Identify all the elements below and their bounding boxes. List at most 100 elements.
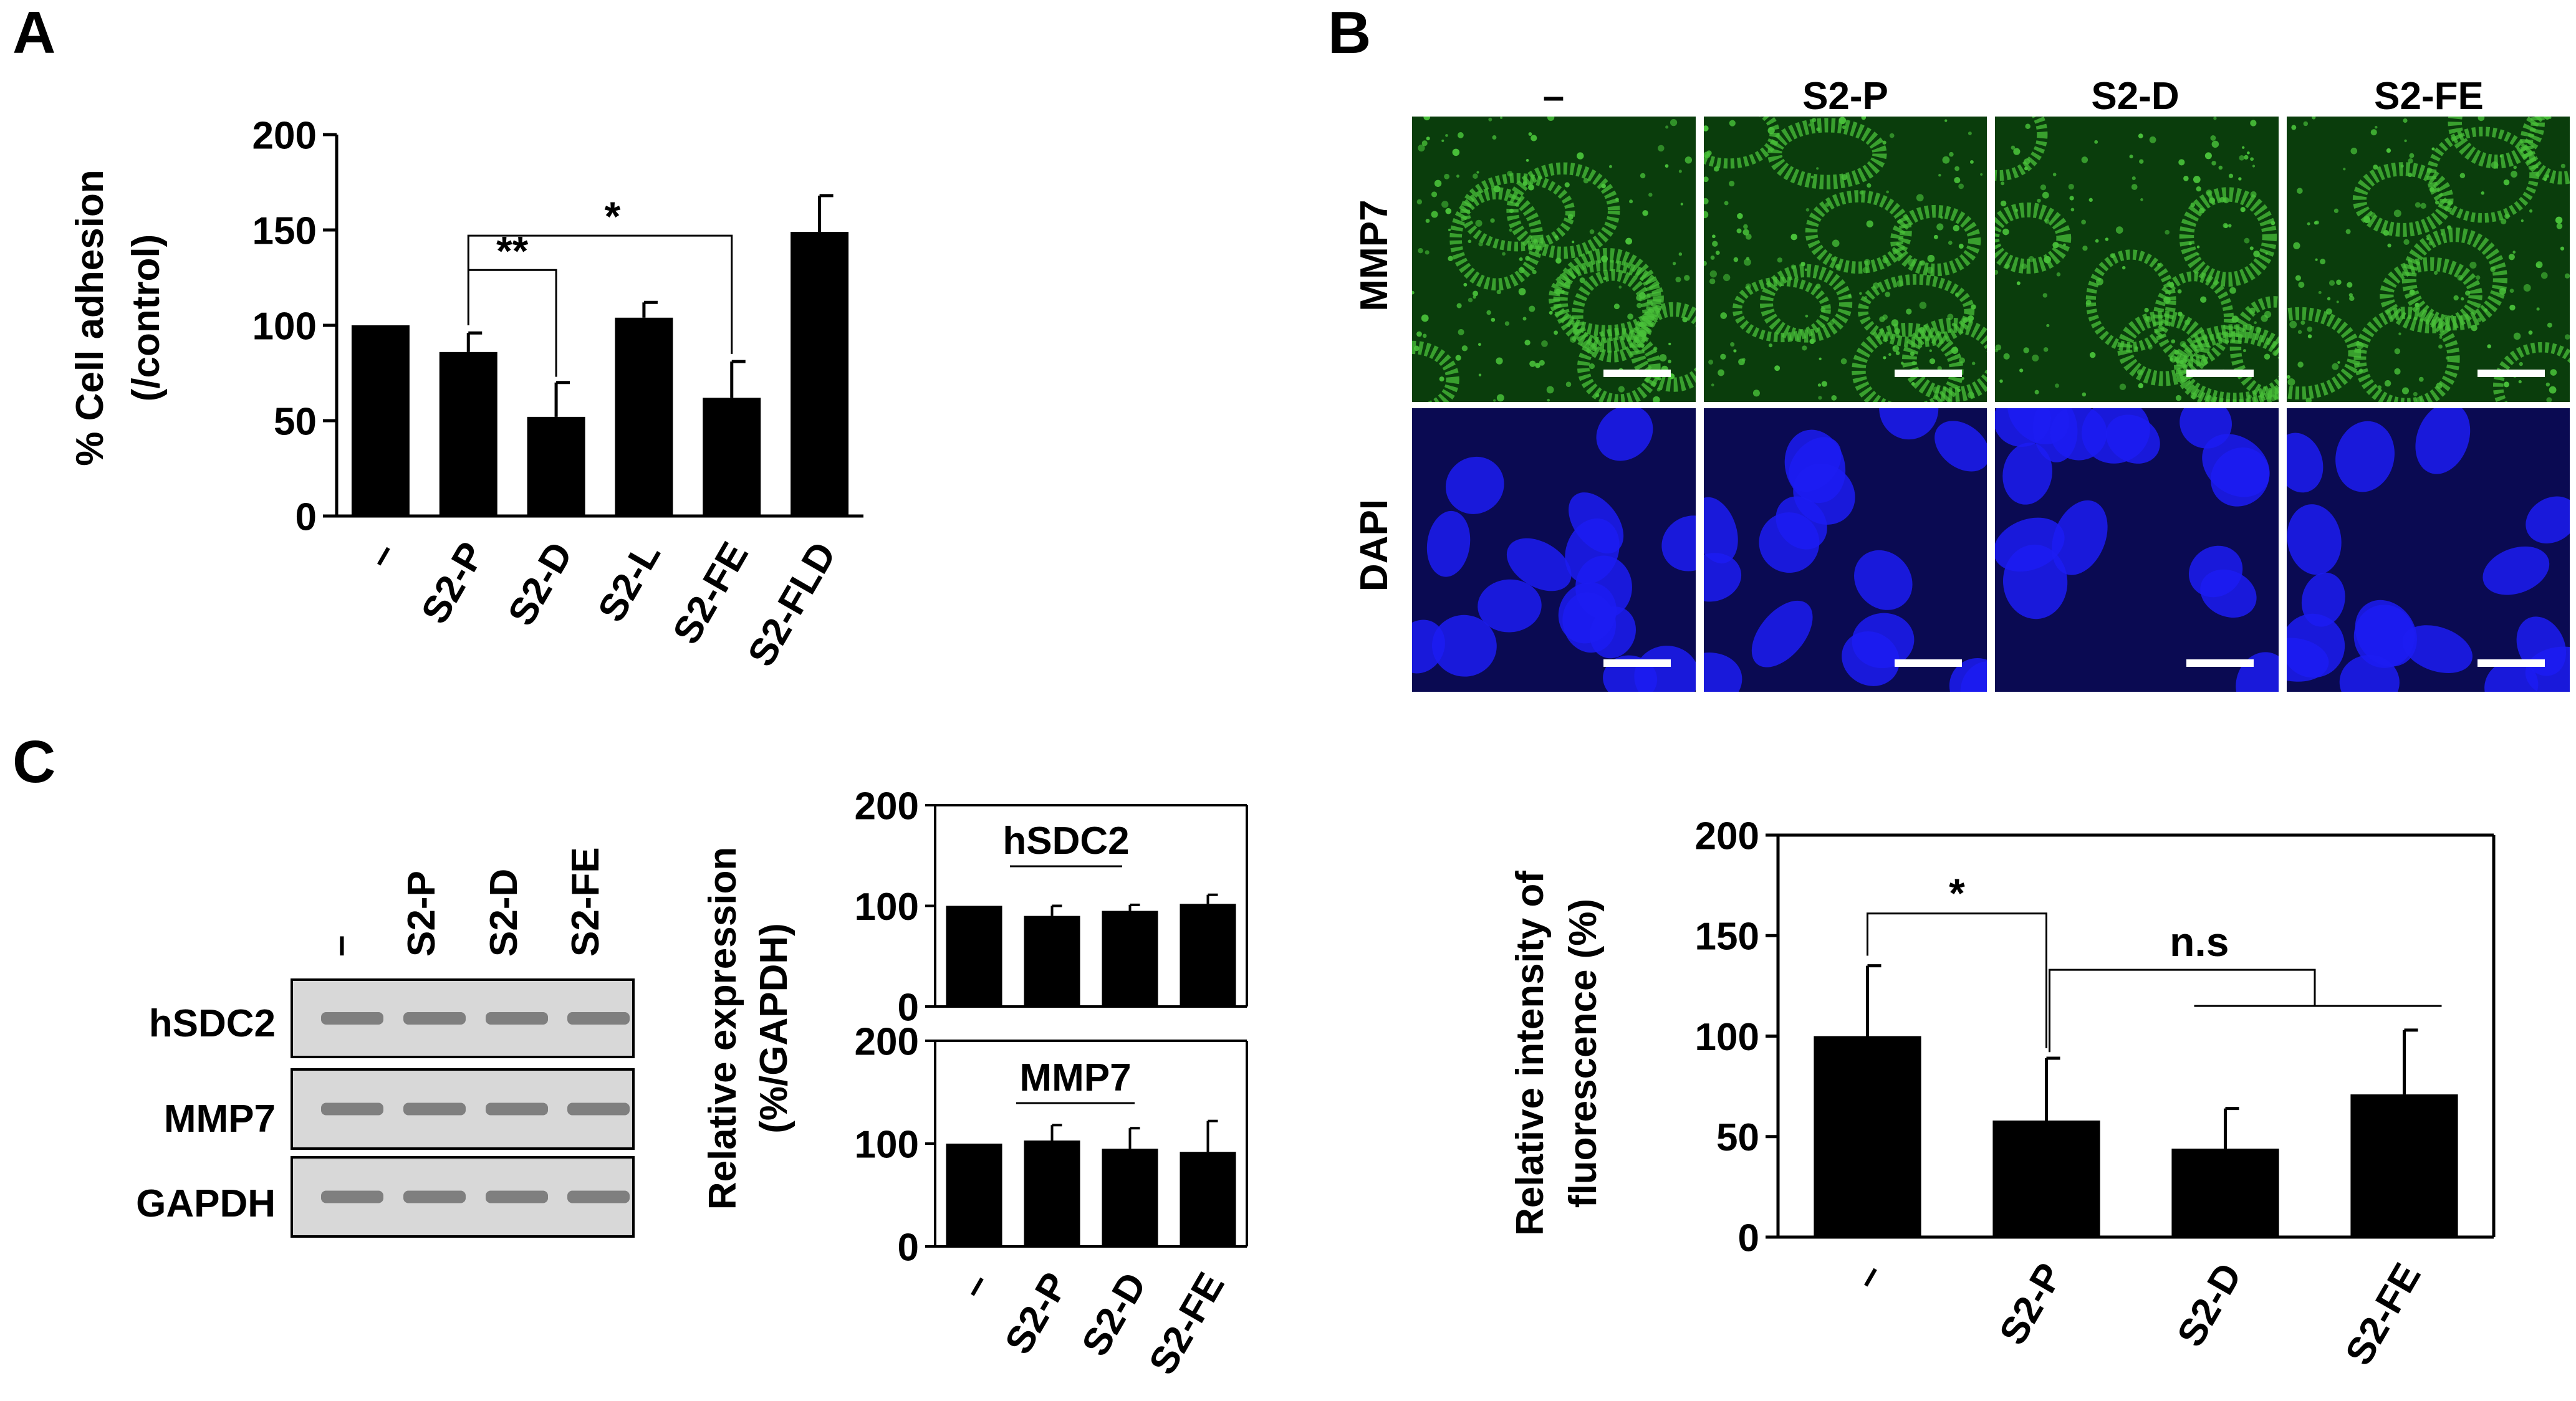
mmp7-puncta — [2190, 202, 2195, 208]
dapi-nucleus — [1426, 510, 1471, 577]
mmp7-puncta — [1659, 354, 1667, 362]
mmp7-puncta — [1468, 239, 1472, 244]
panel-label-a: A — [12, 0, 55, 66]
mmp7-puncta — [2477, 317, 2482, 322]
mmp7-puncta — [1541, 340, 1548, 347]
mmp7-puncta — [1555, 289, 1561, 295]
dapi-nucleus — [1661, 515, 1696, 571]
chartC2-y-tick-label: 100 — [855, 1123, 919, 1166]
chartD-category-label-s2d: S2-D — [2169, 1256, 2250, 1354]
mmp7-puncta — [2476, 275, 2481, 280]
mmp7-cell-outline — [1577, 328, 1661, 402]
mmp7-puncta — [2242, 349, 2246, 353]
mmp7-puncta — [1805, 314, 1809, 318]
mmp7-puncta — [1800, 262, 1805, 267]
mmp7-puncta — [2546, 397, 2552, 402]
mmp7-puncta — [2043, 347, 2049, 352]
chartD-ns-bracket — [2049, 968, 2316, 1053]
gel-lane-label-s2fe: S2-FE — [564, 847, 607, 957]
mmp7-puncta — [2343, 168, 2346, 171]
mmp7-puncta — [2513, 332, 2521, 340]
chartD-significance-mark-ns: n.s — [2170, 919, 2229, 965]
panelB-col-label-s2p: S2-P — [1802, 75, 1888, 118]
mmp7-puncta — [2253, 251, 2260, 257]
mmp7-puncta — [2481, 191, 2485, 195]
mmp7-puncta — [2148, 345, 2153, 350]
mmp7-puncta — [2134, 346, 2138, 350]
mmp7-puncta — [2122, 265, 2126, 270]
mmp7-puncta — [2249, 307, 2256, 314]
mmp7-puncta — [1468, 297, 1473, 303]
mmp7-puncta — [1535, 363, 1540, 368]
mmp7-puncta — [2544, 117, 2550, 120]
scale-bar — [1895, 370, 1962, 377]
mmp7-puncta — [2188, 242, 2192, 246]
micro-tile-content — [1704, 408, 1987, 692]
mmp7-puncta — [1963, 317, 1968, 323]
mmp7-puncta — [1636, 302, 1642, 308]
chartA-ylabel-line2: (/control) — [125, 234, 168, 402]
mmp7-puncta — [2508, 254, 2515, 261]
mmp7-puncta — [2511, 171, 2517, 178]
mmp7-cell-outline — [2520, 117, 2570, 184]
mmp7-puncta — [2528, 330, 2533, 335]
dapi-nucleus — [1934, 421, 1987, 472]
mmp7-puncta — [2247, 394, 2252, 399]
dapi-nucleus — [1596, 408, 1653, 461]
mmp7-puncta — [2401, 387, 2410, 394]
mmp7-puncta — [2001, 181, 2005, 186]
mmp7-puncta — [1733, 257, 1739, 262]
mmp7-puncta — [1729, 181, 1735, 187]
mmp7-puncta — [2255, 327, 2262, 333]
mmp7-puncta — [1431, 211, 1438, 218]
mmp7-puncta — [1473, 173, 1478, 179]
mmp7-puncta — [1817, 383, 1822, 387]
mmp7-puncta — [2477, 117, 2485, 122]
micro-tile-bg — [1704, 117, 1987, 402]
micro-tile-content — [2287, 408, 2570, 692]
mmp7-puncta — [2297, 361, 2304, 368]
mmp7-cell-outline — [1460, 173, 1575, 252]
mmp7-puncta — [1519, 257, 1523, 261]
mmp7-puncta — [2444, 315, 2448, 318]
mmp7-puncta — [1444, 173, 1449, 179]
mmp7-puncta — [2439, 335, 2443, 339]
mmp7-puncta — [1665, 125, 1669, 129]
mmp7-puncta — [1933, 386, 1940, 394]
mmp7-puncta — [2491, 161, 2499, 169]
mmp7-puncta — [2529, 154, 2535, 161]
mmp7-puncta — [2465, 290, 2471, 296]
mmp7-puncta — [1457, 132, 1464, 138]
mmp7-puncta — [2418, 376, 2424, 382]
mmp7-puncta — [2264, 353, 2271, 360]
mmp7-puncta — [2408, 172, 2413, 178]
mmp7-puncta — [2069, 196, 2074, 201]
mmp7-puncta — [1768, 343, 1773, 348]
mmp7-puncta — [1809, 338, 1815, 345]
chartC1-bar-control — [946, 906, 1002, 1007]
mmp7-cell-outline — [1449, 187, 1544, 291]
dapi-nucleus — [2287, 433, 2324, 493]
mmp7-puncta — [2219, 196, 2225, 203]
mmp7-puncta — [1900, 361, 1904, 365]
chartD-y-tick-label: 100 — [1695, 1016, 1759, 1059]
mmp7-puncta — [1919, 302, 1927, 309]
mmp7-puncta — [2415, 302, 2420, 308]
dapi-nucleus — [2202, 434, 2270, 497]
mmp7-cell-outline — [1995, 117, 2048, 181]
mmp7-puncta — [1926, 266, 1934, 274]
mmp7-puncta — [2349, 295, 2355, 302]
gel-strip-hsdc2 — [291, 978, 635, 1058]
mmp7-puncta — [1831, 257, 1835, 262]
mmp7-puncta — [1774, 365, 1781, 371]
mmp7-puncta — [1863, 259, 1871, 266]
mmp7-puncta — [1829, 320, 1835, 325]
panelC-ylabel-line2: (%/GAPDH) — [752, 923, 795, 1134]
mmp7-puncta — [1603, 276, 1607, 280]
mmp7-puncta — [1790, 264, 1796, 270]
mmp7-puncta — [1967, 391, 1974, 399]
mmp7-puncta — [2386, 148, 2391, 153]
mmp7-puncta — [2138, 383, 2144, 389]
mmp7-puncta — [1947, 313, 1954, 320]
mmp7-puncta — [2408, 158, 2413, 164]
